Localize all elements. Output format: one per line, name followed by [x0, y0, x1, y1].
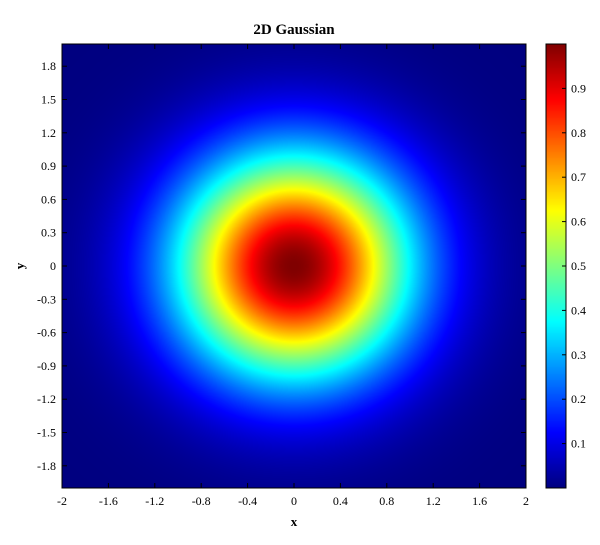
y-tick-label: 1.8: [41, 59, 56, 73]
y-axis-ticks: 1.8 1.5 1.2 0.9 0.6 0.3 0 -0.3 -0.6 -0.9 -1.2 -1.5 -…: [37, 59, 526, 473]
plot-frame: [61, 43, 527, 489]
colorbar-tick-label: 0.8: [571, 126, 586, 140]
y-tick-label: 0: [50, 259, 56, 273]
x-tick-label: -2: [57, 494, 67, 508]
x-tick-label: 2: [523, 494, 529, 508]
x-tick-label: 1.2: [426, 494, 441, 508]
y-tick-label: -0.3: [37, 292, 56, 306]
x-tick-label: -0.8: [192, 494, 211, 508]
y-axis-title: y: [12, 262, 27, 269]
x-tick-label: -0.4: [238, 494, 257, 508]
x-tick-label: -1.2: [145, 494, 164, 508]
y-tick-label: 1.5: [41, 93, 56, 107]
y-tick-label: -0.9: [37, 359, 56, 373]
colorbar-tick-label: 0.2: [571, 392, 586, 406]
x-tick-label: -1.6: [99, 494, 118, 508]
colorbar-tick-label: 0.1: [571, 437, 586, 451]
colorbar-tick-label: 0.4: [571, 303, 586, 317]
colorbar-ticks: 0.9 0.8 0.7 0.6 0.5 0.4 0.3 0.2 0.1: [562, 81, 586, 451]
colorbar-tick-label: 0.9: [571, 81, 586, 95]
colorbar-tick-label: 0.5: [571, 259, 586, 273]
chart-title: 2D Gaussian: [253, 22, 335, 38]
y-tick-label: -1.2: [37, 392, 56, 406]
colorbar-tick-label: 0.3: [571, 348, 586, 362]
x-tick-label: 0.4: [333, 494, 348, 508]
y-tick-label: -1.5: [37, 426, 56, 440]
x-axis-ticks: -2 -1.6 -1.2 -0.8 -0.4 0 0.4 0.8 1.2 1.6 2: [57, 44, 529, 508]
y-tick-label: 0.6: [41, 192, 56, 206]
x-tick-label: 1.6: [472, 494, 487, 508]
colorbar-tick-label: 0.6: [571, 215, 586, 229]
y-tick-label: 1.2: [41, 126, 56, 140]
y-tick-label: -0.6: [37, 326, 56, 340]
y-tick-label: 0.3: [41, 226, 56, 240]
colorbar-tick-label: 0.7: [571, 170, 586, 184]
x-tick-label: 0: [291, 494, 297, 508]
heatmap-image: [62, 44, 526, 488]
x-tick-label: 0.8: [379, 494, 394, 508]
x-axis-title: x: [291, 514, 298, 529]
y-tick-label: -1.8: [37, 459, 56, 473]
colorbar-gradient: [546, 44, 566, 488]
y-tick-label: 0.9: [41, 159, 56, 173]
